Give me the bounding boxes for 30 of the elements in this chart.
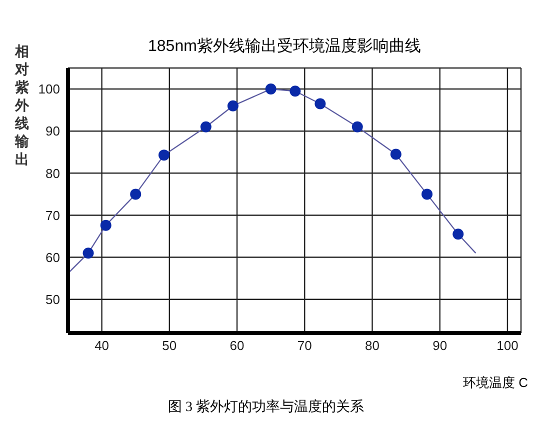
point [422, 188, 433, 200]
y-tick-label: 80 [46, 166, 60, 181]
x-tick-label: 60 [230, 338, 244, 354]
point [314, 98, 326, 110]
x-tick-label: 100 [496, 338, 518, 354]
y-tick-label: 100 [38, 82, 60, 97]
point [390, 148, 402, 160]
point [158, 150, 170, 161]
x-axis-title: 环境温度 C [463, 374, 528, 392]
point [100, 220, 112, 231]
y-tick-label: 50 [46, 292, 60, 307]
y-tick-label: 60 [46, 250, 60, 265]
x-tick-label: 40 [94, 338, 110, 354]
x-tick-label: 50 [162, 338, 177, 354]
point [452, 228, 464, 240]
point [265, 84, 276, 95]
x-tick-label: 90 [432, 338, 448, 354]
x-tick-label: 80 [365, 338, 380, 354]
y-axis-title: 相对紫外线输出 [14, 42, 30, 168]
caption: 图 3 紫外灯的功率与温度的关系 [168, 398, 364, 416]
x-tick-label: 70 [297, 338, 312, 354]
point [130, 188, 142, 200]
chart-title: 185nm紫外线输出受环境温度影响曲线 [148, 36, 421, 57]
point [227, 100, 238, 112]
y-tick-label: 90 [46, 124, 60, 139]
point [200, 121, 212, 132]
point [352, 121, 363, 132]
point [82, 248, 94, 259]
point [290, 86, 301, 97]
y-tick-label: 70 [46, 208, 60, 223]
